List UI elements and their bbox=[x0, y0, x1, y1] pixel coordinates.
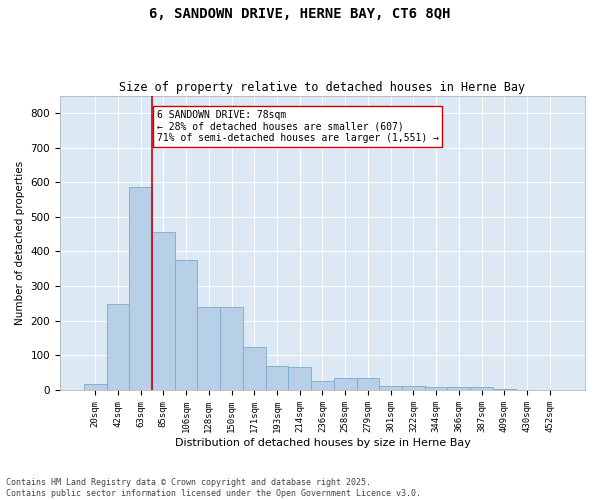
Bar bbox=[289, 368, 311, 390]
Bar bbox=[220, 307, 243, 390]
Bar bbox=[356, 378, 379, 390]
Bar bbox=[266, 366, 289, 390]
Bar bbox=[448, 386, 470, 390]
Title: Size of property relative to detached houses in Herne Bay: Size of property relative to detached ho… bbox=[119, 82, 526, 94]
Bar bbox=[243, 346, 266, 390]
Bar bbox=[84, 384, 107, 390]
Bar bbox=[402, 386, 425, 390]
X-axis label: Distribution of detached houses by size in Herne Bay: Distribution of detached houses by size … bbox=[175, 438, 470, 448]
Bar bbox=[334, 378, 356, 390]
Bar bbox=[197, 307, 220, 390]
Text: 6, SANDOWN DRIVE, HERNE BAY, CT6 8QH: 6, SANDOWN DRIVE, HERNE BAY, CT6 8QH bbox=[149, 8, 451, 22]
Text: 6 SANDOWN DRIVE: 78sqm
← 28% of detached houses are smaller (607)
71% of semi-de: 6 SANDOWN DRIVE: 78sqm ← 28% of detached… bbox=[157, 110, 439, 142]
Text: Contains HM Land Registry data © Crown copyright and database right 2025.
Contai: Contains HM Land Registry data © Crown c… bbox=[6, 478, 421, 498]
Bar bbox=[107, 304, 129, 390]
Bar bbox=[379, 386, 402, 390]
Bar bbox=[425, 386, 448, 390]
Bar bbox=[470, 386, 493, 390]
Y-axis label: Number of detached properties: Number of detached properties bbox=[15, 161, 25, 325]
Bar bbox=[311, 382, 334, 390]
Bar bbox=[152, 232, 175, 390]
Bar bbox=[175, 260, 197, 390]
Bar bbox=[129, 188, 152, 390]
